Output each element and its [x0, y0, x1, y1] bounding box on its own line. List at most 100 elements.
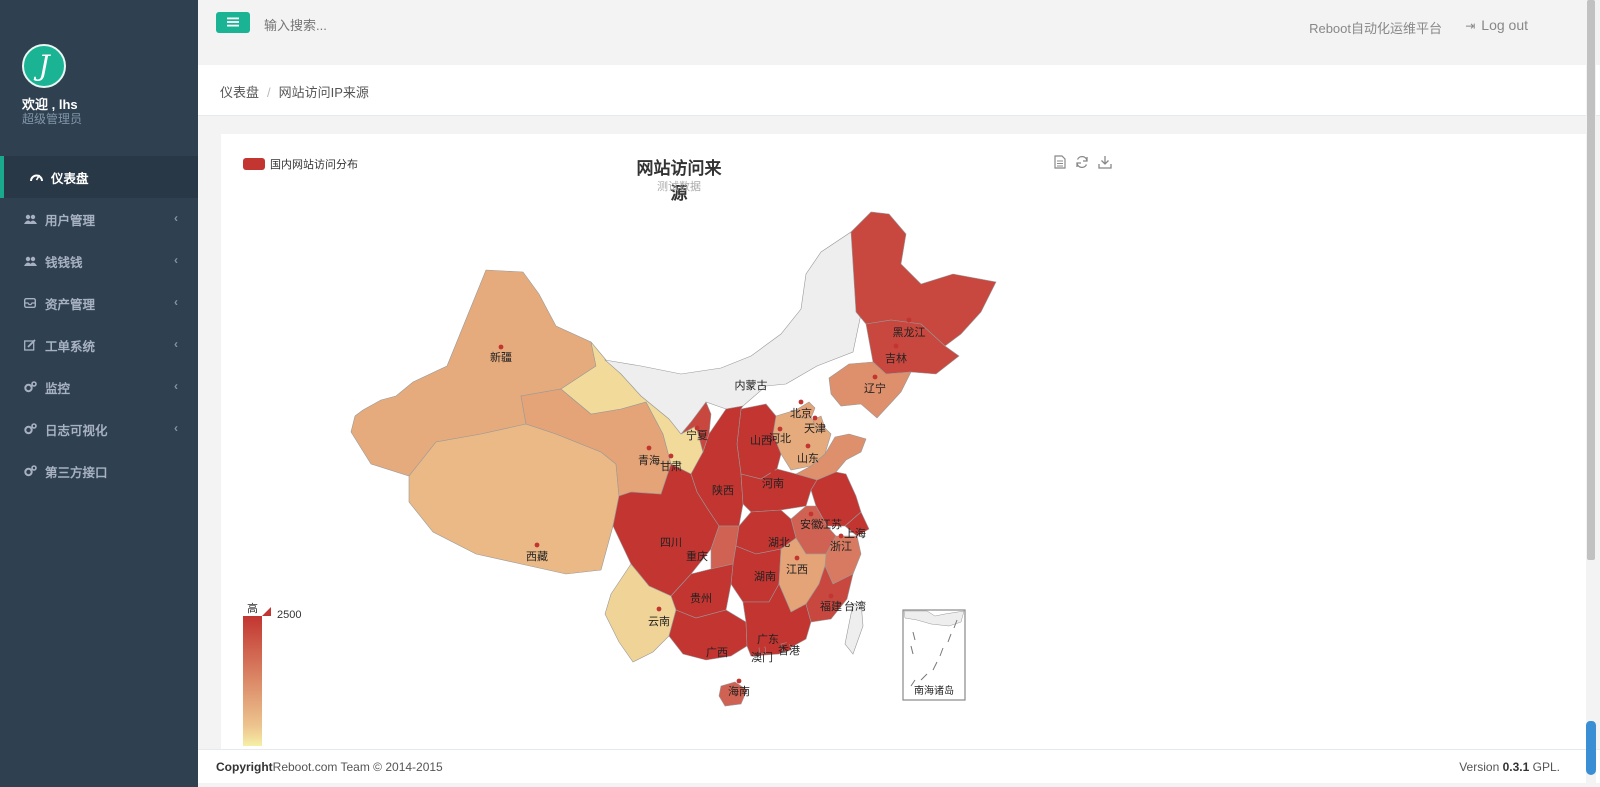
- sidebar-item-ticket-system[interactable]: 工单系统 ‹: [0, 324, 198, 366]
- version-text: Version 0.3.1 GPL.: [1459, 760, 1560, 774]
- sidebar-item-label: 资产管理: [45, 297, 96, 312]
- region-label: 上海: [844, 526, 866, 540]
- sidebar-item-third-party-api[interactable]: 第三方接口: [0, 450, 198, 492]
- region-label: 广东: [757, 633, 779, 646]
- chevron-left-icon: ‹: [174, 295, 178, 309]
- region-marker-dot: [777, 426, 783, 432]
- visual-map-max-label: 2500: [277, 609, 302, 621]
- data-view-icon[interactable]: [1052, 155, 1068, 171]
- inbox-icon: [23, 296, 37, 310]
- chart-legend[interactable]: 国内网站访问分布: [243, 156, 358, 172]
- sidebar-item-user-management[interactable]: 用户管理 ‹: [0, 198, 198, 240]
- region-marker-dot: [720, 477, 726, 483]
- region-label: 湖北: [768, 536, 790, 549]
- chart-subtitle: 测试数据: [657, 181, 701, 193]
- sidebar-item-label: 钱钱钱: [45, 255, 83, 270]
- sidebar-item-label: 用户管理: [45, 213, 96, 228]
- logout-link[interactable]: ⇥ Log out: [1465, 17, 1528, 33]
- region-label: 云南: [648, 615, 670, 628]
- breadcrumb: 仪表盘 / 网站访问IP来源: [220, 82, 369, 101]
- inset-label: 南海诸岛: [914, 684, 954, 697]
- chart-panel: 新疆 西藏 青海 甘肃 宁夏 内蒙古 黑龙江 吉林 辽宁 北京 天津 河北 山西 山东 陕西 河南 江苏 安徽 上海…: [221, 134, 1591, 749]
- map-region[interactable]: [780, 641, 792, 653]
- region-label: 河北: [769, 432, 791, 445]
- platform-title: Reboot自动化运维平台: [1309, 21, 1442, 36]
- region-label: 江西: [786, 563, 808, 576]
- chart-title: 网站访问来源: [636, 159, 722, 203]
- region-marker-dot: [828, 593, 834, 599]
- region-marker-dot: [765, 625, 771, 631]
- map-region[interactable]: [718, 681, 748, 707]
- south-china-sea-inset: 南海诸岛: [902, 609, 966, 701]
- users-icon: [23, 212, 37, 226]
- region-marker-dot: [852, 521, 858, 527]
- region-marker-dot: [714, 638, 720, 644]
- region-label: 新疆: [490, 350, 512, 364]
- region-label: 安徽: [800, 517, 822, 531]
- save-image-icon[interactable]: [1097, 155, 1113, 171]
- region-marker-dot: [828, 509, 834, 515]
- avatar[interactable]: J: [22, 44, 66, 88]
- cogs-icon: [23, 464, 37, 478]
- region-label: 内蒙古: [735, 378, 768, 392]
- sidebar-item-label: 监控: [45, 381, 71, 396]
- cogs-icon: [23, 380, 37, 394]
- sidebar: J 欢迎 , lhs 超级管理员 仪表盘 用户管理 ‹ 钱钱钱 ‹: [0, 0, 198, 787]
- sidebar-item-asset-management[interactable]: 资产管理 ‹: [0, 282, 198, 324]
- region-marker-dot: [646, 445, 652, 451]
- logout-label: Log out: [1481, 17, 1528, 33]
- region-label: 湖南: [754, 570, 776, 583]
- sidebar-item-log-visualization[interactable]: 日志可视化 ‹: [0, 408, 198, 450]
- region-label: 重庆: [686, 549, 708, 563]
- visual-map-handle[interactable]: [262, 607, 271, 616]
- region-label: 陕西: [712, 483, 734, 497]
- region-label: 山东: [797, 452, 819, 465]
- map-region[interactable]: [805, 565, 854, 623]
- dashboard-icon: [29, 170, 43, 184]
- search-input[interactable]: [264, 15, 564, 35]
- user-role: 超级管理员: [22, 112, 83, 126]
- region-label: 四川: [660, 536, 682, 549]
- region-marker-dot: [786, 639, 792, 645]
- region-marker-dot: [758, 425, 764, 431]
- region-marker-dot: [498, 344, 504, 350]
- sign-out-icon: ⇥: [1465, 19, 1476, 33]
- breadcrumb-bar: 仪表盘 / 网站访问IP来源: [198, 65, 1600, 116]
- sidebar-item-dashboard[interactable]: 仪表盘: [0, 156, 198, 198]
- map-region[interactable]: [844, 601, 864, 655]
- region-marker-dot: [893, 343, 899, 349]
- visual-map-gradient[interactable]: [243, 616, 262, 746]
- region-label: 福建: [820, 599, 842, 613]
- thermometer-widget[interactable]: [1586, 721, 1596, 775]
- breadcrumb-current: 网站访问IP来源: [278, 85, 369, 100]
- region-marker-dot: [668, 527, 674, 533]
- map-region[interactable]: [828, 361, 912, 419]
- sidebar-nav: 仪表盘 用户管理 ‹ 钱钱钱 ‹ 资产管理 ‹ 工单: [0, 156, 198, 492]
- region-label: 贵州: [690, 592, 712, 605]
- region-label: 广西: [706, 646, 728, 659]
- sidebar-item-monitoring[interactable]: 监控 ‹: [0, 366, 198, 408]
- map-region[interactable]: [772, 409, 832, 471]
- region-marker-dot: [694, 543, 700, 549]
- restore-icon[interactable]: [1074, 155, 1090, 171]
- map-region[interactable]: [742, 583, 812, 657]
- hamburger-icon: [227, 17, 239, 27]
- region-label: 黑龙江: [893, 326, 926, 339]
- sidebar-item-money[interactable]: 钱钱钱 ‹: [0, 240, 198, 282]
- region-label: 山西: [750, 434, 772, 447]
- chevron-left-icon: ‹: [174, 421, 178, 435]
- page-scrollbar[interactable]: [1586, 0, 1596, 783]
- region-marker-dot: [762, 562, 768, 568]
- chevron-left-icon: ‹: [174, 253, 178, 267]
- region-label: 西藏: [526, 550, 548, 563]
- region-marker-dot: [906, 317, 912, 323]
- chevron-left-icon: ‹: [174, 337, 178, 351]
- map-region[interactable]: [604, 231, 877, 435]
- scrollbar-thumb[interactable]: [1587, 0, 1595, 560]
- legend-swatch: [243, 158, 265, 170]
- region-label: 香港: [778, 644, 800, 657]
- region-marker-dot: [812, 415, 818, 421]
- menu-toggle-button[interactable]: [216, 12, 250, 33]
- breadcrumb-home-link[interactable]: 仪表盘: [220, 85, 260, 100]
